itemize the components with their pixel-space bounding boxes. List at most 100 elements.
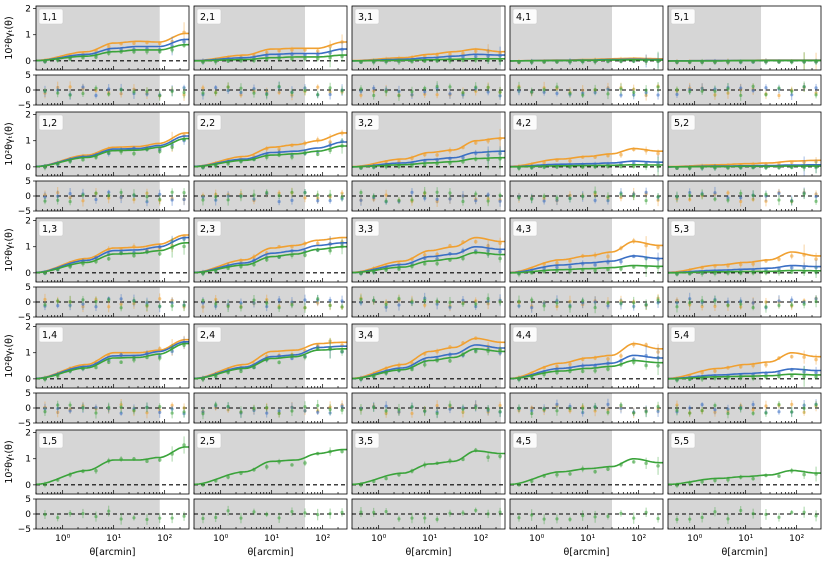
residual-point-blue bbox=[530, 306, 534, 310]
data-point-orange bbox=[619, 152, 623, 157]
axes-frame bbox=[193, 217, 348, 283]
residual-point-green bbox=[656, 195, 660, 199]
model-line-blue bbox=[509, 354, 663, 380]
residual-panel-3-1 bbox=[351, 74, 506, 106]
residual-point-blue bbox=[632, 304, 636, 309]
panel-label-text: 1,4 bbox=[42, 330, 57, 341]
model-line-blue bbox=[351, 344, 505, 380]
residual-point-green bbox=[632, 411, 636, 415]
model-line-green bbox=[668, 165, 821, 168]
axes-frame bbox=[667, 286, 822, 318]
data-point-green bbox=[568, 269, 572, 274]
panel-label-text: 3,1 bbox=[358, 12, 373, 23]
residual-point-green bbox=[94, 86, 98, 90]
data-point-green bbox=[170, 145, 174, 149]
residual-point-blue bbox=[277, 199, 281, 204]
residual-point-green bbox=[814, 199, 818, 203]
scale-cut-shade bbox=[36, 499, 160, 529]
residual-point-orange bbox=[182, 406, 186, 410]
residual-point-green bbox=[201, 91, 205, 95]
residual-point-green bbox=[530, 197, 534, 201]
axes-frame bbox=[667, 323, 822, 389]
residual-point-blue bbox=[265, 411, 269, 415]
residual-point-green bbox=[132, 516, 136, 520]
data-point-orange bbox=[606, 254, 610, 259]
axes-frame bbox=[351, 392, 506, 424]
data-point-green bbox=[145, 459, 149, 464]
residual-point-green bbox=[790, 89, 794, 93]
y-tick-label: 2 bbox=[25, 429, 31, 439]
residual-point-orange bbox=[606, 408, 610, 412]
residual-point-green bbox=[790, 410, 794, 414]
residual-point-blue bbox=[239, 301, 243, 305]
residual-point-green bbox=[372, 298, 376, 302]
residual-point-green bbox=[68, 511, 72, 516]
residual-point-green bbox=[656, 298, 660, 302]
residual-point-green bbox=[486, 297, 490, 301]
residual-point-orange bbox=[632, 87, 636, 91]
panel-label-text: 3,3 bbox=[358, 224, 373, 235]
residual-point-green bbox=[384, 509, 388, 514]
residual-point-orange bbox=[303, 196, 307, 200]
axes-frame bbox=[35, 111, 190, 177]
data-point-green bbox=[290, 57, 294, 61]
panel-label-text: 5,3 bbox=[674, 224, 689, 235]
residual-point-orange bbox=[43, 193, 47, 197]
residual-point-blue bbox=[145, 301, 149, 305]
residual-point-green bbox=[303, 306, 307, 310]
residual-point-orange bbox=[158, 408, 162, 412]
data-point-blue bbox=[555, 265, 559, 270]
residual-point-blue bbox=[461, 298, 465, 302]
x-tick-label: 10⁰ bbox=[687, 534, 702, 544]
residual-point-green bbox=[158, 197, 162, 201]
data-point-blue bbox=[473, 54, 478, 59]
residual-point-blue bbox=[94, 305, 98, 309]
panel-label: 5,4 bbox=[670, 326, 696, 343]
data-point-green bbox=[328, 248, 332, 253]
data-point-green bbox=[290, 463, 294, 467]
model-line-blue bbox=[668, 368, 821, 380]
axes-frame bbox=[509, 323, 664, 389]
residual-point-green bbox=[43, 199, 47, 203]
panel-label: 4,2 bbox=[512, 114, 538, 131]
residual-point-green bbox=[751, 411, 755, 415]
axes-frame bbox=[193, 392, 348, 424]
panel-1-4: 1,4 0 1 2 10²θγₜ(θ) bbox=[4, 323, 190, 389]
panel-label-box bbox=[196, 220, 222, 237]
model-line-green bbox=[193, 54, 347, 62]
x-tick-label: 10¹ bbox=[264, 534, 279, 544]
residual-point-green bbox=[606, 410, 610, 414]
residual-point-blue bbox=[94, 93, 98, 98]
panel-label-text: 5,4 bbox=[674, 330, 689, 341]
residual-point-green bbox=[384, 199, 388, 203]
residual-point-green bbox=[359, 510, 363, 514]
residual-point-blue bbox=[555, 91, 559, 96]
model-line-green bbox=[510, 58, 663, 62]
residual-point-orange bbox=[790, 402, 794, 406]
data-point-green bbox=[303, 461, 307, 465]
residual-point-green bbox=[435, 517, 439, 521]
residual-point-green bbox=[498, 300, 502, 304]
data-point-green bbox=[340, 349, 344, 354]
residual-point-green bbox=[277, 306, 281, 310]
data-point-blue bbox=[498, 151, 502, 156]
residual-point-green bbox=[316, 512, 320, 517]
model-line-green bbox=[35, 342, 189, 380]
x-axis-label: θ[arcmin] bbox=[564, 547, 610, 558]
residual-point-orange bbox=[68, 196, 72, 200]
residual-point-green bbox=[568, 517, 572, 521]
residual-point-green bbox=[751, 305, 755, 310]
residual-point-green bbox=[644, 510, 648, 514]
model-line-orange bbox=[35, 234, 189, 274]
data-point-orange bbox=[814, 257, 818, 261]
y-tick-label: 1 bbox=[25, 137, 31, 147]
residual-point-blue bbox=[328, 199, 332, 203]
y-tick-label: 1 bbox=[25, 455, 31, 465]
data-point-green bbox=[580, 369, 585, 374]
residual-point-green bbox=[435, 299, 439, 303]
data-point-orange bbox=[315, 49, 320, 53]
residual-point-blue bbox=[656, 409, 660, 413]
y-tick-label: 0 bbox=[25, 375, 31, 385]
model-line-green bbox=[667, 269, 821, 274]
model-line-orange bbox=[352, 236, 505, 274]
